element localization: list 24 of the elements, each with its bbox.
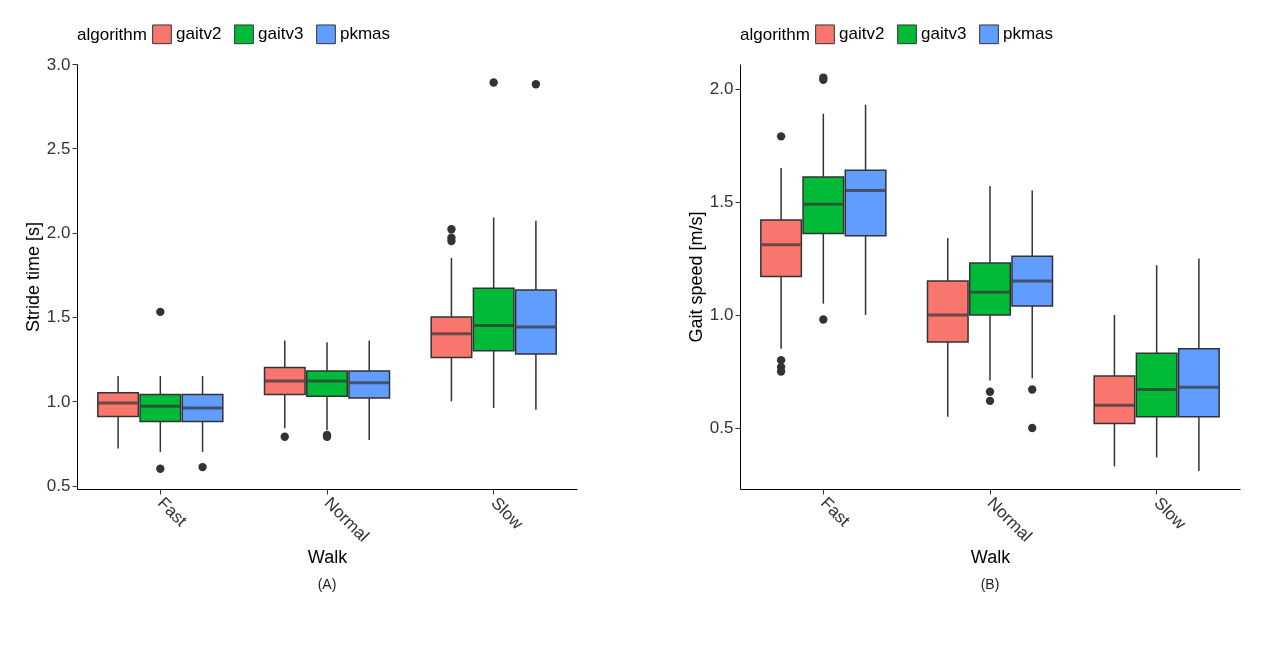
y-tick-label: 3.0 [46,54,71,74]
legend-label: pkmas [340,24,391,44]
legend-label: gaitv3 [921,24,967,44]
y-tick-label: 1.5 [709,192,734,212]
legend-label: gaitv2 [176,24,222,44]
y-tick-label: 1.5 [46,307,71,327]
y-tick-label: 2.5 [46,138,71,158]
y-axis-title: Gait speed [m/s] [685,211,706,343]
y-tick-label: 2.0 [709,79,734,99]
legend-label: gaitv3 [258,24,304,44]
y-tick-label: 0.5 [46,476,71,496]
y-tick-label: 1.0 [709,305,734,325]
legend-label: gaitv2 [839,24,885,44]
y-tick-label: 1.0 [46,391,71,411]
y-tick-label: 0.5 [709,418,734,438]
x-axis-title: Walk [307,546,349,567]
text: (B) [980,576,1000,593]
legend-title: algorithm [77,25,147,44]
legend-title: algorithm [740,25,810,44]
legend-label: pkmas [1003,24,1054,44]
y-axis-title: Stride time [s] [22,221,43,333]
y-tick-label: 2.0 [46,223,71,243]
x-axis-title: Walk [970,546,1012,567]
text: (A) [317,576,337,593]
